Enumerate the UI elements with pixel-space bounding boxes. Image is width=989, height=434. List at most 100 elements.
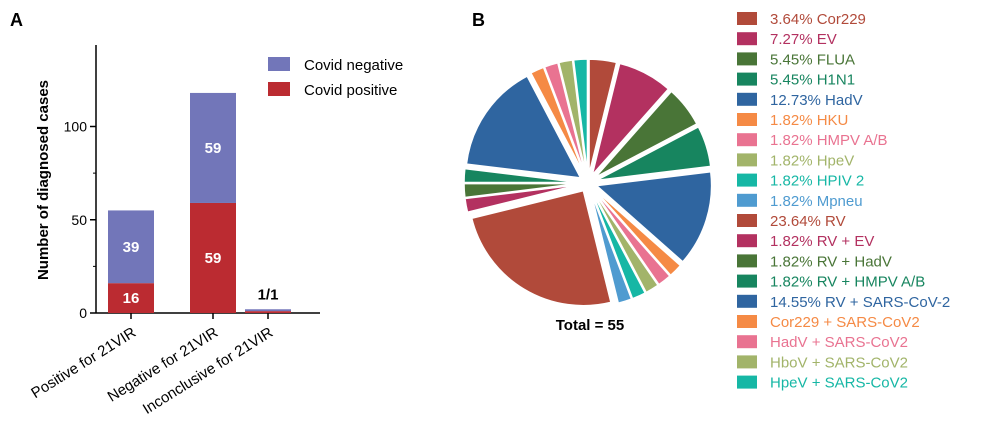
legend-label-covid-negative: Covid negative (304, 57, 403, 74)
pie-legend-name: HMPV A/B (817, 132, 888, 149)
pie-slice-hpev-sars-cov2 (572, 58, 589, 175)
pie-slice-hbov-sars-cov2 (557, 59, 588, 175)
bar-negative-for-21vir-covid-positive (190, 202, 236, 313)
pie-legend-name: RV + EV (817, 233, 875, 250)
pie-legend-percent: 1.82% (770, 173, 817, 190)
pie-legend-swatch-cor229 (737, 12, 757, 25)
pie-legend-name: RV + HadV (817, 253, 892, 270)
pie-legend-swatch-h1n1 (737, 72, 757, 86)
pie-legend-label-hmpv-a-b: 1.82% HMPV A/B (770, 132, 888, 149)
pie-legend-percent: 3.64% (770, 11, 817, 28)
pie-legend-swatch-flua (737, 52, 757, 66)
pie-legend-percent: 7.27% (770, 31, 817, 48)
pie-legend-percent: 1.82% (770, 152, 817, 169)
pie-legend-label-rv-sars-cov-2: 14.55% RV + SARS-CoV-2 (770, 294, 950, 311)
pie-legend-name: Cor229 (817, 11, 866, 28)
pie-legend-name: RV + HMPV A/B (817, 274, 926, 291)
bar-inconclusive-for-21vir-covid-positive (245, 311, 291, 313)
pie-legend-label-ev: 7.27% EV (770, 31, 837, 48)
pie-legend-swatch-hpiv-2 (737, 173, 757, 187)
pie-legend-label-hadv-sars-cov2: HadV + SARS-CoV2 (770, 334, 908, 351)
pie-legend-percent: 23.64% (770, 213, 825, 230)
data-label-covid-negative: 59 (205, 140, 222, 157)
pie-legend-swatch-hpev-sars-cov2 (737, 375, 757, 389)
pie-legend-name: HPIV 2 (817, 173, 865, 190)
pie-legend-label-mpneu: 1.82% Mpneu (770, 193, 863, 210)
pie-slice-rv (470, 189, 612, 307)
pie-legend-name: HboV + SARS-CoV2 (770, 354, 908, 371)
pie-legend-swatch-rv-sars-cov-2 (737, 294, 757, 308)
pie-legend-percent: 5.45% (770, 51, 817, 68)
pie-legend-name: HKU (817, 112, 849, 129)
pie-legend-label-hpev: 1.82% HpeV (770, 152, 854, 169)
pie-slice-rv-hmpv-a-b (463, 167, 580, 184)
pie-slice-hpiv-2 (590, 190, 647, 300)
pie-legend-swatch-rv-ev (737, 234, 757, 248)
pie-slice-ev (591, 62, 670, 176)
pie-legend-swatch-hmpv-a-b (737, 133, 757, 147)
pie-slice-cor229 (588, 58, 618, 175)
pie-legend-name: FLUA (817, 51, 855, 68)
legend-swatch-covid-positive (268, 82, 290, 96)
pie-legend-label-h1n1: 5.45% H1N1 (770, 72, 855, 89)
bar-legend: Covid negative Covid positive (268, 57, 403, 99)
pie-legend-percent: 1.82% (770, 132, 817, 149)
pie-legend-label-rv: 23.64% RV (770, 213, 846, 230)
pie-legend-percent: 14.55% (770, 294, 825, 311)
stacked-bar-chart: Number of diagnosed cases 0501001639Posi… (28, 45, 320, 418)
pie-legend-label-hbov-sars-cov2: HboV + SARS-CoV2 (770, 354, 908, 371)
pie-slice-cor229-sars-cov2 (529, 66, 586, 176)
pie-legend-label-hku: 1.82% HKU (770, 112, 848, 129)
pie-legend-name: HpeV (817, 152, 855, 169)
pie-legend-name: H1N1 (817, 72, 855, 89)
pie-legend-swatch-hpev (737, 153, 757, 167)
pie-slice-hku (593, 188, 682, 277)
pie-slice-rv-sars-cov-2 (465, 75, 582, 179)
pie-slice-hadv-sars-cov2 (543, 61, 587, 175)
bar-inconclusive-for-21vir-covid-negative (245, 309, 291, 312)
pie-legend-label-rv-ev: 1.82% RV + EV (770, 233, 874, 250)
pie-legend-swatch-rv-hadv (737, 254, 757, 268)
data-label-covid-positive: 16 (123, 290, 140, 307)
pie-slice-h1n1 (596, 125, 712, 182)
pie-legend-name: Cor229 + SARS-CoV2 (770, 314, 920, 331)
pie-legend-label-hpiv-2: 1.82% HPIV 2 (770, 173, 864, 190)
pie-slice-hpev (591, 190, 660, 294)
pie-legend-swatch-ev (737, 32, 757, 46)
pie-legend-swatch-mpneu (737, 193, 757, 207)
pie-legend-label-cor229: 3.64% Cor229 (770, 11, 866, 28)
pie-legend-swatch-hadv-sars-cov2 (737, 335, 757, 349)
pie-legend-swatch-hku (737, 113, 757, 126)
pie-legend-percent: 1.82% (770, 193, 817, 210)
pie-legend-swatch-rv-hmpv-a-b (737, 274, 757, 288)
pie-legend-swatch-cor229-sars-cov2 (737, 315, 757, 328)
legend-label-covid-positive: Covid positive (304, 82, 397, 99)
legend-swatch-covid-negative (268, 57, 290, 71)
pie-slice-hadv (594, 170, 713, 263)
pie-legend-name: Mpneu (817, 193, 863, 210)
panel-label-b: B (472, 10, 485, 30)
pie-slice-rv-hadv (463, 182, 580, 199)
pie-legend-name: RV + SARS-CoV-2 (825, 294, 950, 311)
pie-slice-hmpv-a-b (592, 189, 671, 286)
pie-legend-label-hpev-sars-cov2: HpeV + SARS-CoV2 (770, 375, 908, 392)
pie-legend-name: HadV + SARS-CoV2 (770, 334, 908, 351)
pie-legend-name: HadV (825, 92, 863, 109)
pie-legend-label-cor229-sars-cov2: Cor229 + SARS-CoV2 (770, 314, 920, 331)
bar-negative-for-21vir-covid-negative (190, 92, 236, 203)
pie-legend-swatch-rv (737, 214, 757, 227)
y-tick-label: 0 (79, 305, 87, 321)
pie-legend-percent: 1.82% (770, 112, 817, 129)
y-axis-title: Number of diagnosed cases (35, 80, 52, 280)
pie-legend-name: HpeV + SARS-CoV2 (770, 375, 908, 392)
panel-label-a: A (10, 10, 23, 30)
pie-legend-percent: 12.73% (770, 92, 825, 109)
pie-chart (463, 58, 713, 307)
pie-legend-name: EV (817, 31, 837, 48)
data-label-covid-positive: 59 (205, 250, 222, 267)
pie-legend-label-rv-hadv: 1.82% RV + HadV (770, 253, 892, 270)
bar-positive-for-21vir-covid-negative (108, 210, 154, 284)
pie-legend-percent: 1.82% (770, 233, 817, 250)
